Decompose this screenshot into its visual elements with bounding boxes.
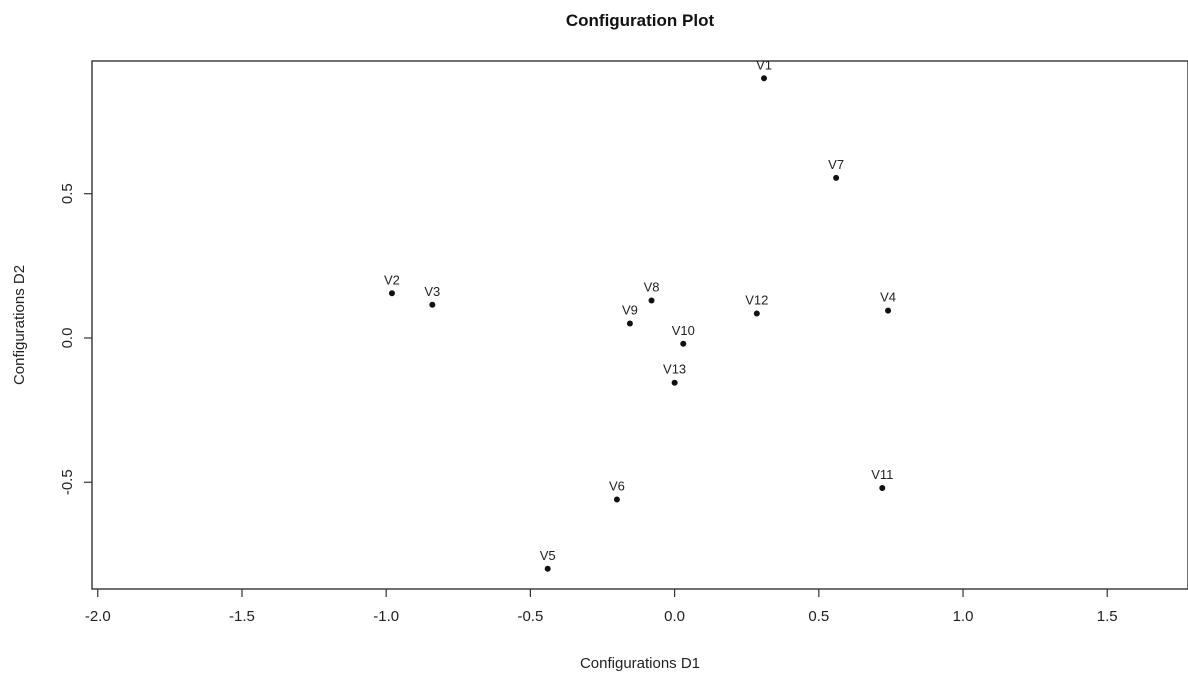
point-label: V11 [871, 467, 893, 482]
y-axis-label: Configurations D2 [11, 265, 28, 385]
x-tick-label: 0.0 [664, 608, 685, 625]
point-label: V9 [622, 303, 638, 318]
point-marker [879, 485, 886, 492]
point-marker [626, 320, 633, 327]
x-tick-label: 0.5 [808, 608, 829, 625]
y-axis: -0.5 0.0 0.5 [59, 183, 92, 495]
point-marker [429, 301, 436, 308]
point-marker [680, 340, 687, 347]
point-marker [544, 565, 551, 572]
y-tick-label: -0.5 [59, 469, 76, 495]
x-tick-label: -1.5 [229, 608, 255, 625]
point-label: V1 [756, 57, 772, 72]
x-tick-label: -2.0 [85, 608, 111, 625]
x-axis-label: Configurations D1 [580, 655, 700, 672]
point-label: V5 [540, 548, 556, 563]
point-label: V10 [672, 323, 695, 338]
point-marker [761, 75, 768, 82]
point-marker [613, 496, 620, 503]
x-tick-label: 1.0 [953, 608, 974, 625]
chart-title: Configuration Plot [566, 11, 715, 30]
x-axis: -2.0 -1.5 -1.0 -0.5 0.0 0.5 1.0 1.5 [85, 589, 1118, 625]
point-marker [388, 290, 395, 297]
point-marker [833, 174, 840, 181]
point-label: V8 [644, 279, 660, 294]
data-points: V1 V2 V3 V4 V5 V6 V7 V8 V9 V10 V11 V12 V13 [384, 57, 896, 572]
y-tick-label: 0.5 [59, 183, 76, 204]
point-marker [885, 307, 892, 314]
point-label: V6 [609, 479, 625, 494]
point-label: V4 [880, 290, 896, 305]
y-tick-label: 0.0 [59, 328, 76, 349]
point-label: V7 [828, 157, 844, 172]
x-tick-label: 1.5 [1097, 608, 1118, 625]
point-marker [671, 379, 678, 386]
point-marker [648, 297, 655, 304]
point-label: V13 [663, 362, 686, 377]
x-tick-label: -0.5 [517, 608, 543, 625]
point-label: V2 [384, 272, 400, 287]
plot-frame [91, 60, 1188, 590]
point-label: V3 [424, 284, 440, 299]
point-label: V12 [745, 292, 768, 307]
x-tick-label: -1.0 [373, 608, 399, 625]
point-marker [753, 310, 760, 317]
